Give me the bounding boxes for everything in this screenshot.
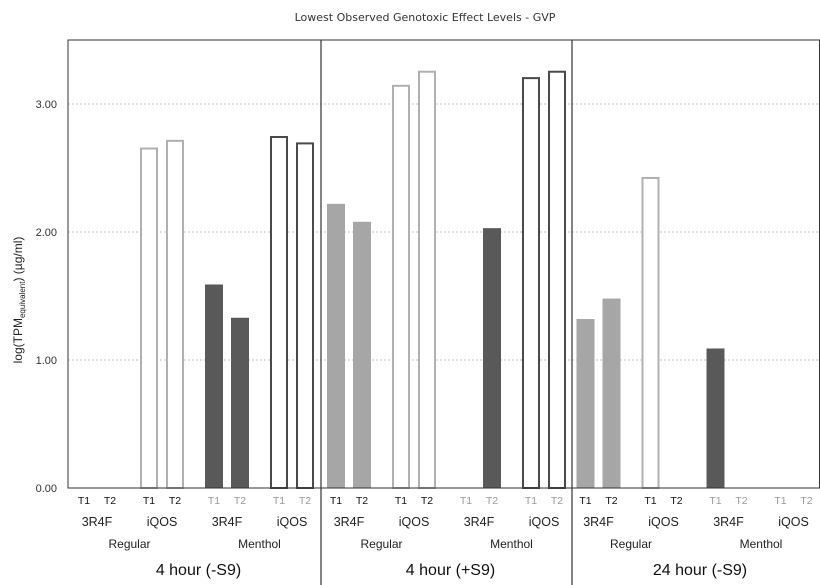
bar-label: T2	[735, 495, 747, 507]
bar	[270, 136, 288, 489]
y-tick-label: 1.00	[36, 355, 57, 367]
product-label: 3R4F	[334, 515, 365, 529]
product-label: 3R4F	[464, 515, 495, 529]
product-label: iQOS	[277, 515, 308, 529]
bar	[231, 317, 249, 488]
bar-label: T1	[460, 495, 472, 507]
product-label: iQOS	[529, 515, 560, 529]
bar-label: T1	[273, 495, 285, 507]
bar-label: T1	[644, 495, 656, 507]
bar-label: T2	[800, 495, 812, 507]
bar-label: T2	[551, 495, 563, 507]
bar-label: T2	[299, 495, 311, 507]
bar	[418, 70, 436, 489]
product-label: 3R4F	[713, 515, 744, 529]
bar	[166, 139, 184, 489]
bar-label: T1	[525, 495, 537, 507]
bar	[140, 147, 158, 490]
bar-label: T1	[78, 495, 90, 507]
product-label: 3R4F	[82, 515, 113, 529]
group-label: Regular	[610, 537, 652, 551]
panel-label: 4 hour (+S9)	[406, 562, 495, 579]
bar-label: T2	[169, 495, 181, 507]
product-label: iQOS	[147, 515, 178, 529]
y-tick-label: 0.00	[36, 483, 57, 495]
bar-label: T2	[605, 495, 617, 507]
y-axis-label: log(TPMequivalent) (µg/ml)	[11, 237, 27, 364]
product-label: iQOS	[399, 515, 430, 529]
bar-label: T1	[143, 495, 155, 507]
bar	[522, 77, 540, 490]
y-axis-label-subscript: equivalent	[18, 281, 27, 318]
chart-title: Lowest Observed Genotoxic Effect Levels …	[295, 11, 556, 24]
bar	[548, 70, 566, 489]
bar	[327, 203, 345, 488]
bar	[296, 142, 314, 489]
y-axis-label-suffix: ) (µg/ml)	[11, 237, 25, 282]
bar-label: T1	[579, 495, 591, 507]
bar	[641, 176, 660, 490]
bar-label: T1	[208, 495, 220, 507]
bars	[140, 70, 725, 490]
bar	[392, 84, 410, 490]
bar	[483, 228, 501, 488]
group-label: Menthol	[740, 537, 783, 551]
y-tick-label: 3.00	[36, 99, 57, 111]
group-label: Menthol	[238, 537, 281, 551]
bar	[353, 221, 371, 488]
product-label: iQOS	[648, 515, 679, 529]
bar-label: T2	[104, 495, 116, 507]
product-label: 3R4F	[212, 515, 243, 529]
bar-label: T1	[774, 495, 786, 507]
group-label: Regular	[108, 537, 150, 551]
y-axis-label-main: log(TPM	[11, 318, 25, 363]
bar-label: T2	[670, 495, 682, 507]
y-tick-label: 2.00	[36, 227, 57, 239]
x-axis-labels: T1 T2 3R4F T1 T2 iQOS Regular T1 T2 3R4F T1 T2 iQOS M…	[78, 495, 813, 579]
y-axis-ticks: 0.00 1.00 2.00 3.00	[36, 99, 57, 495]
product-label: iQOS	[778, 515, 809, 529]
bar-label: T2	[356, 495, 368, 507]
panel-label: 24 hour (-S9)	[653, 562, 747, 579]
group-label: Menthol	[490, 537, 533, 551]
panel-label: 4 hour (-S9)	[156, 562, 241, 579]
group-label: Regular	[360, 537, 402, 551]
bar	[205, 284, 223, 488]
bar	[576, 319, 595, 488]
bar-label: T1	[330, 495, 342, 507]
product-label: 3R4F	[583, 515, 614, 529]
bar-label: T2	[234, 495, 246, 507]
bar-label: T2	[486, 495, 498, 507]
bar	[602, 298, 621, 488]
bar-label: T1	[709, 495, 721, 507]
bar-label: T2	[421, 495, 433, 507]
bar	[706, 348, 725, 488]
bar-label: T1	[395, 495, 407, 507]
gridlines	[68, 103, 820, 361]
